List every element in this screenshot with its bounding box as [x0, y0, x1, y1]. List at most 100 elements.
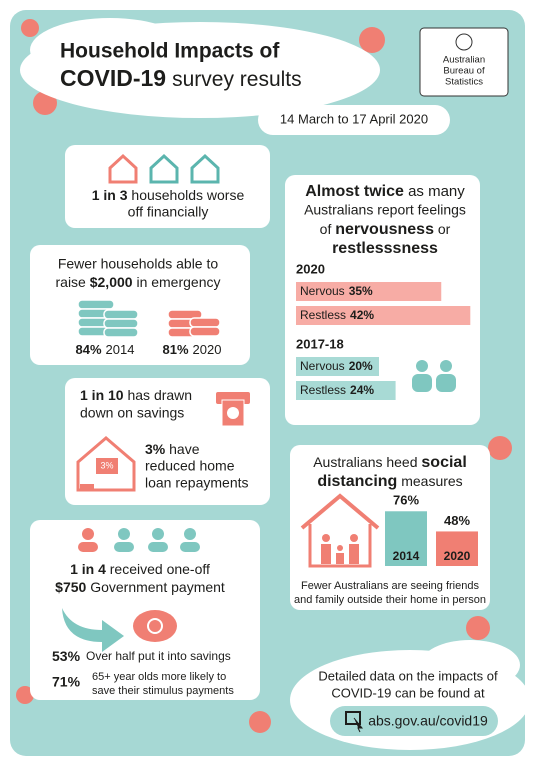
house-icon-part	[108, 153, 138, 184]
family-house-icon-part	[308, 524, 372, 568]
bar	[296, 282, 442, 301]
coins-icon	[77, 299, 139, 338]
bar-value: 20%	[349, 359, 373, 373]
coins-icon-part	[189, 326, 221, 337]
stat-bold: 1 in 3	[92, 187, 128, 203]
coins-icon-part	[77, 299, 115, 310]
panel	[65, 145, 270, 228]
people-icon-part	[436, 374, 456, 392]
people-icon-part	[148, 542, 168, 552]
virus-decoration-part	[16, 686, 34, 704]
stat-rest: Over half put it into savings	[86, 649, 231, 663]
house-loan-icon-part	[76, 436, 136, 492]
house-icon	[108, 153, 220, 184]
icon-label: 3%	[100, 460, 113, 470]
heading-bold: social	[421, 454, 466, 471]
stat-bold: $2,000	[90, 274, 133, 290]
stat-bold: 3%	[145, 441, 166, 457]
bar-label: Nervous 35%	[300, 284, 373, 298]
people-icon-part	[416, 360, 428, 372]
heading-rest: or	[434, 221, 451, 237]
stat-rest: Government payment	[86, 579, 225, 595]
bar-name: Nervous	[300, 359, 345, 373]
social-bars: 76% 2014 48% 2020	[385, 493, 478, 566]
cursor-icon	[345, 711, 364, 733]
coins-icon-part	[103, 309, 139, 320]
house-loan-icon	[76, 436, 136, 492]
stat-text: 84% 2014	[76, 342, 135, 357]
title: COVID-19 survey results	[60, 65, 302, 91]
bar	[296, 381, 396, 400]
cursor-icon-part	[353, 717, 364, 733]
stat-bold: 1 in 10	[80, 387, 124, 403]
family-house-icon-part	[321, 534, 359, 564]
people-icon-part	[180, 542, 200, 552]
panel-heading: of nervousness or	[320, 221, 451, 239]
logo-crest	[455, 33, 473, 51]
stat-year: 2014	[106, 342, 135, 357]
note: Fewer Australians are seeing friends	[301, 580, 479, 592]
stat-text: 1 in 3 households worse	[92, 187, 245, 203]
people-icon-part	[412, 374, 432, 392]
bar-value: 42%	[350, 308, 374, 322]
title: Household Impacts of	[60, 40, 280, 63]
logo-box	[419, 27, 509, 97]
stat-bold: 53%	[52, 648, 81, 664]
title-cloud-part	[30, 18, 190, 82]
bar-label: Nervous 20%	[300, 359, 373, 373]
bar	[296, 306, 471, 325]
people-icon	[78, 528, 200, 552]
heading-rest: as many	[404, 183, 465, 200]
people-icon	[412, 360, 456, 392]
house-loan-icon-part	[80, 484, 94, 490]
virus-decoration	[16, 19, 512, 733]
footer-text: COVID-19 can be found at	[331, 685, 485, 700]
bar-year: 2020	[444, 549, 471, 563]
stat-text: off financially	[128, 204, 209, 220]
bar-name: Nervous	[300, 284, 345, 298]
family-house-icon-part-part	[349, 544, 359, 564]
date-pill	[258, 105, 450, 135]
stat-bold: 1 in 4	[70, 561, 106, 577]
bar-value: 76%	[393, 493, 419, 508]
title-bold: COVID-19	[60, 65, 166, 91]
bar-name: Restless	[300, 383, 346, 397]
stat-rest: raise	[56, 274, 90, 290]
people-icon-part	[118, 528, 130, 540]
url-link[interactable]: abs.gov.au/covid19	[368, 713, 488, 729]
bar-value: 48%	[444, 513, 470, 528]
group-year: 2017-18	[296, 336, 344, 351]
stat-text: save their stimulus payments	[92, 685, 234, 697]
footer-text: Detailed data on the impacts of	[318, 668, 498, 683]
heading-rest: measures	[397, 473, 462, 489]
family-house-icon-part-part	[336, 553, 344, 564]
heading-bold: Almost twice	[305, 183, 404, 200]
heading-rest: Australians heed	[313, 454, 421, 470]
virus-decoration-part	[466, 616, 490, 640]
panel	[30, 520, 260, 700]
stat-bold: 71%	[52, 674, 81, 690]
bar-value: 24%	[350, 383, 374, 397]
family-house-icon-part-part	[321, 544, 331, 564]
bar-year: 2014	[393, 549, 420, 563]
people-icon-part	[82, 528, 94, 540]
virus-decoration-part	[359, 27, 385, 53]
url-pill[interactable]	[330, 706, 498, 736]
stat-text: 1 in 4 received one-off	[70, 561, 210, 577]
people-icon-part	[78, 542, 98, 552]
heading-bold: restlesssness	[332, 240, 438, 257]
stat-bold: $750	[55, 579, 86, 595]
date-range: 14 March to 17 April 2020	[280, 111, 428, 126]
bar-label: Restless 42%	[300, 308, 374, 322]
stat-bold: 81%	[163, 342, 189, 357]
panel-heading: Australians report feelings	[304, 202, 466, 218]
group-year: 2020	[296, 261, 325, 276]
stat-rest: households worse	[128, 187, 245, 203]
atm-icon	[216, 392, 250, 427]
bar-value: 35%	[349, 284, 373, 298]
coins-icon-part	[103, 318, 139, 329]
stat-bold: 84%	[76, 342, 102, 357]
stat-text: 53% Over half put it into savings	[52, 648, 231, 664]
stat-text: reduced home	[145, 458, 235, 474]
